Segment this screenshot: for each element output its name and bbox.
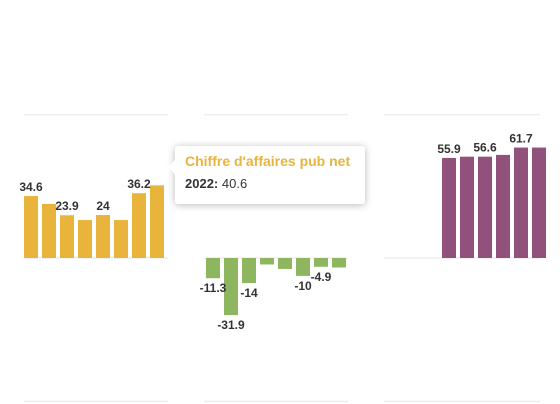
bar <box>42 203 56 258</box>
bar <box>150 185 164 258</box>
bar <box>24 196 38 258</box>
bar <box>478 156 492 258</box>
bar <box>278 258 292 269</box>
data-label: 55.9 <box>437 142 461 156</box>
bar <box>60 215 74 258</box>
bar <box>460 156 474 258</box>
bar <box>496 154 510 258</box>
bar <box>442 157 456 258</box>
data-label: -10 <box>294 279 312 293</box>
data-label: 23.9 <box>55 199 79 213</box>
bar <box>242 258 256 284</box>
data-label: 34.6 <box>19 180 43 194</box>
data-label: 56.6 <box>473 141 497 155</box>
bar <box>314 258 328 267</box>
data-label: -4.9 <box>311 270 332 284</box>
tooltip-caret <box>168 160 175 174</box>
bar <box>260 258 274 265</box>
data-label: 24 <box>96 199 110 213</box>
bar <box>224 258 238 316</box>
tooltip-row: 2022: 40.6 <box>185 176 355 192</box>
bar <box>114 220 128 258</box>
bar <box>532 147 546 258</box>
data-label: -14 <box>240 286 258 300</box>
tooltip-title: Chiffre d'affaires pub net <box>185 153 351 169</box>
bar <box>514 147 528 258</box>
data-label: 36.2 <box>127 177 151 191</box>
tooltip: Chiffre d'affaires pub net 2022: 40.6 <box>168 146 365 204</box>
bar <box>296 258 310 276</box>
data-label: -31.9 <box>217 318 245 332</box>
tooltip-value: 40.6 <box>221 176 248 191</box>
bar <box>132 193 146 258</box>
bar <box>78 220 92 258</box>
tooltip-year: 2022: <box>185 176 219 191</box>
bar <box>96 215 110 258</box>
bar <box>206 258 220 279</box>
data-label: 61.7 <box>509 132 533 146</box>
bar <box>332 258 346 268</box>
data-label: -11.3 <box>200 281 227 295</box>
